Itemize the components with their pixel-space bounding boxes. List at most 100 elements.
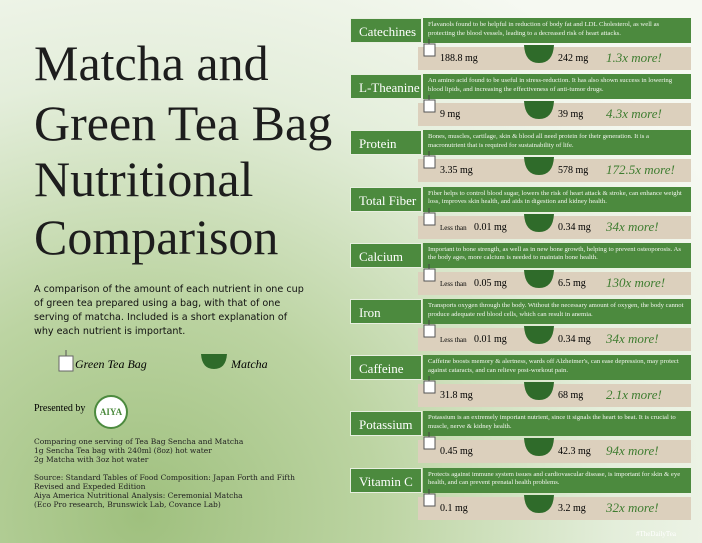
bag-amount: 0.01 mg: [474, 221, 507, 233]
note-line: 2g Matcha with 3oz hot water: [34, 455, 149, 464]
nutrient-description: Important to bone strength, as well as i…: [423, 242, 691, 268]
nutrient-description: An amino acid found to be useful in stre…: [423, 74, 691, 100]
logo: AIYA: [94, 395, 128, 429]
comparison-bar: Less than 0.05 mg 6.5 mg 130x more!: [418, 263, 691, 295]
nutrient-name: Vitamin C: [350, 467, 422, 493]
ratio: 34x more!: [606, 218, 659, 234]
matcha-icon-wrap: [523, 325, 555, 348]
matcha-icon: [524, 438, 554, 457]
nutrient-description: Flavanols found to be helpful in reducti…: [423, 18, 691, 43]
tea-bag-icon: [423, 376, 436, 394]
nutrient-name: Total Fiber: [350, 186, 422, 212]
ratio: 2.1x more!: [606, 387, 662, 403]
tea-bag-icon: [423, 207, 436, 226]
bag-amount: 0.45 mg: [440, 446, 473, 458]
bag-amount: 188.8 mg: [440, 53, 478, 64]
matcha-icon: [524, 213, 554, 232]
tea-bag-icon-wrap: [423, 151, 437, 174]
tea-bag-icon: [423, 432, 436, 450]
tea-bag-icon-wrap: [423, 207, 437, 231]
ratio: 34x more!: [606, 331, 659, 346]
matcha-amount: 6.5 mg: [558, 277, 586, 289]
matcha-amount: 68 mg: [558, 390, 584, 402]
title-line: Matcha and: [34, 35, 269, 91]
bag-amount: 0.1 mg: [440, 502, 468, 514]
ratio: 172.5x more!: [606, 162, 675, 178]
description: A comparison of the amount of each nutri…: [34, 284, 304, 337]
nutrient-description: Bones, muscles, cartilage, skin & blood …: [423, 130, 691, 156]
nutrient-description: Transports oxygen through the body. With…: [423, 299, 691, 324]
tea-bag-icon-wrap: [423, 488, 437, 512]
bag-amount: 9 mg: [440, 109, 461, 121]
legend-bag: Green Tea Bag: [75, 357, 147, 371]
matcha-icon-wrap: [523, 381, 555, 404]
tea-bag-icon: [423, 488, 436, 507]
matcha-icon: [524, 326, 554, 344]
comparison-bar: 0.1 mg 3.2 mg 32x more!: [418, 488, 691, 520]
matcha-amount: 42.3 mg: [558, 446, 591, 458]
title-line: Nutritional: [34, 151, 254, 207]
bag-amount: 0.01 mg: [474, 334, 507, 345]
watermark: #TheDailyTea: [636, 530, 676, 538]
legend-matcha: Matcha: [231, 357, 268, 371]
note-line: Aiya America Nutritional Analysis: Cerem…: [34, 491, 243, 500]
matcha-amount: 39 mg: [558, 109, 584, 121]
nutrient-description: Fiber helps to control blood sugar, lowe…: [423, 186, 691, 212]
tea-bag-icon-wrap: [423, 432, 437, 455]
matcha-icon-wrap: [523, 269, 555, 292]
matcha-amount: 3.2 mg: [558, 502, 586, 514]
matcha-amount: 0.34 mg: [558, 334, 591, 345]
tea-bag-icon-wrap: [423, 39, 437, 62]
comparison-bar: 3.35 mg 578 mg 172.5x more!: [418, 151, 691, 183]
comparison-bar: 0.45 mg 42.3 mg 94x more!: [418, 432, 691, 464]
matcha-icon: [524, 269, 554, 288]
comparison-bar: 188.8 mg 242 mg 1.3x more!: [418, 39, 691, 70]
matcha-icon-wrap: [523, 44, 555, 67]
comparison-bar: Less than 0.01 mg 0.34 mg 34x more!: [418, 320, 691, 351]
matcha-icon-wrap: [523, 437, 555, 460]
matcha-icon: [524, 382, 554, 401]
nutrient-name: Protein: [350, 130, 422, 156]
matcha-icon-wrap: [523, 213, 555, 236]
ratio: 1.3x more!: [606, 50, 662, 65]
matcha-amount: 242 mg: [558, 53, 589, 64]
comparison-bar: Less than 0.01 mg 0.34 mg 34x more!: [418, 207, 691, 239]
tea-bag-icon-wrap: [423, 263, 437, 287]
note-line: Comparing one serving of Tea Bag Sencha …: [34, 437, 244, 446]
tea-bag-icon: [423, 39, 436, 57]
nutrient-name: Calcium: [350, 242, 422, 268]
matcha-amount: 0.34 mg: [558, 221, 591, 233]
ratio: 32x more!: [606, 499, 659, 515]
tea-bag-icon-wrap: [423, 320, 437, 343]
tea-bag-icon: [423, 95, 436, 113]
nutrient-description: Protects against immune system issues an…: [423, 467, 691, 493]
nutrient-name: Potassium: [350, 411, 422, 437]
ratio: 130x more!: [606, 274, 666, 290]
nutrient-name: Caffeine: [350, 355, 422, 381]
less-than: Less than: [440, 279, 467, 288]
bag-amount: 0.05 mg: [474, 277, 507, 289]
bag-amount: 3.35 mg: [440, 165, 473, 177]
title-line: Comparison: [34, 209, 279, 265]
nutrient-name: Iron: [350, 299, 422, 324]
nutrient-description: Potassium is an extremely important nutr…: [423, 411, 691, 437]
tea-bag-icon-wrap: [423, 376, 437, 399]
tea-bag-icon-wrap: [423, 95, 437, 118]
ratio: 94x more!: [606, 443, 659, 459]
tea-bag-icon: [423, 320, 436, 338]
matcha-icon: [524, 101, 554, 120]
comparison-bar: 31.8 mg 68 mg 2.1x more!: [418, 376, 691, 408]
matcha-icon: [524, 157, 554, 176]
matcha-icon: [201, 354, 227, 369]
less-than: Less than: [440, 223, 467, 232]
presented-by: Presented by: [34, 403, 86, 414]
title-line: Green Tea Bag: [34, 95, 333, 151]
tea-bag-icon: [58, 350, 74, 372]
comparison-bar: 9 mg 39 mg 4.3x more!: [418, 95, 691, 127]
ratio: 4.3x more!: [606, 106, 662, 122]
note-line: 1g Sencha Tea bag with 240ml (8oz) hot w…: [34, 446, 212, 455]
note-line: (Eco Pro research, Brunswick Lab, Covanc…: [34, 500, 221, 509]
nutrient-description: Caffeine boosts memory & alertness, ward…: [423, 355, 691, 381]
nutrient-name: Catechines: [350, 18, 422, 43]
matcha-icon-wrap: [523, 494, 555, 517]
